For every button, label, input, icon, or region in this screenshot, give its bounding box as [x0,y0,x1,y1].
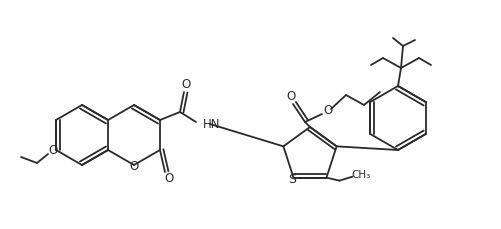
Text: CH₃: CH₃ [352,170,371,180]
Text: O: O [181,79,190,92]
Text: HN: HN [203,118,220,131]
Text: O: O [287,90,296,104]
Text: O: O [129,161,139,174]
Text: O: O [49,144,58,158]
Text: O: O [323,104,333,117]
Text: O: O [164,172,174,185]
Text: S: S [289,173,297,186]
